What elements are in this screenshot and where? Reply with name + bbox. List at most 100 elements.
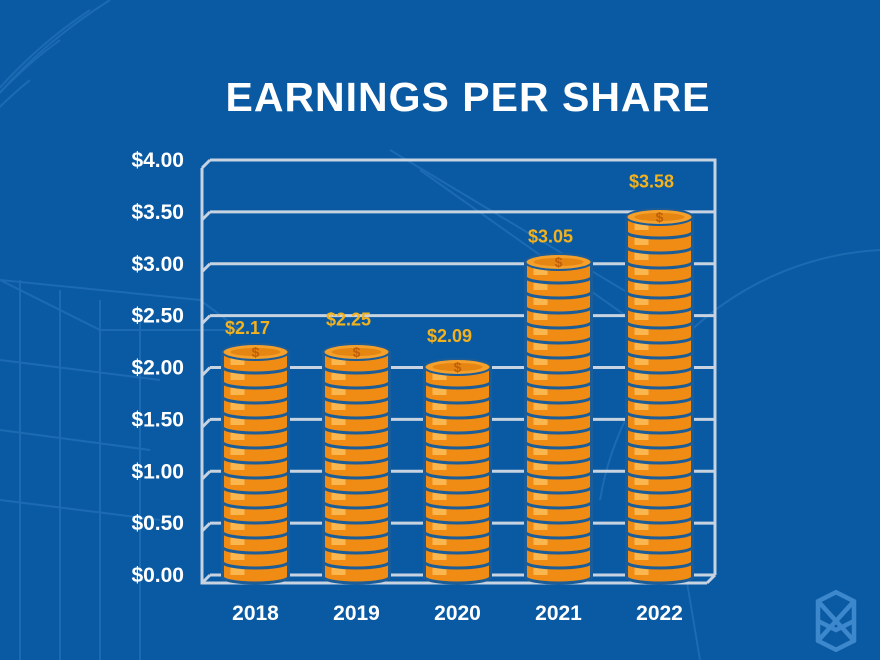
- bar-2021: $: [524, 253, 593, 585]
- coin-shine: [432, 444, 447, 455]
- coin-shine: [331, 429, 346, 440]
- coin-shine: [533, 444, 548, 455]
- coin-shine: [634, 444, 649, 455]
- coin-shine: [230, 534, 245, 545]
- coin-shine: [533, 384, 548, 395]
- data-label: $2.17: [225, 318, 270, 338]
- coin-top-inset: [230, 348, 281, 356]
- y-tick-label: $2.50: [131, 305, 184, 328]
- coin-shine: [331, 504, 346, 515]
- gridline-side: [200, 210, 212, 221]
- coin-shine: [331, 564, 346, 575]
- coin-shine: [331, 414, 346, 425]
- coin-shine: [230, 474, 245, 485]
- coin-top-inset: [634, 213, 685, 221]
- coin-shine: [634, 339, 649, 350]
- coin-shine: [432, 459, 447, 470]
- coin-shine: [432, 414, 447, 425]
- coin-shine: [533, 294, 548, 305]
- coin-shine: [331, 474, 346, 485]
- coin-shine: [230, 429, 245, 440]
- coin-shine: [230, 549, 245, 560]
- coin-shine: [533, 489, 548, 500]
- coin-shine: [634, 564, 649, 575]
- coin-shine: [230, 369, 245, 380]
- y-tick-label: $1.00: [131, 460, 184, 483]
- coin-shine: [634, 549, 649, 560]
- coin-shine: [432, 549, 447, 560]
- coin-shine: [432, 504, 447, 515]
- coin-shine: [533, 324, 548, 335]
- coin-shine: [533, 279, 548, 290]
- y-tick-label: $1.50: [131, 408, 184, 431]
- coin-shine: [230, 519, 245, 530]
- coin-shine: [230, 444, 245, 455]
- coin-shine: [533, 504, 548, 515]
- coin-shine: [634, 534, 649, 545]
- x-tick-label: 2019: [333, 602, 380, 625]
- chart-title: EARNINGS PER SHARE: [225, 74, 711, 120]
- coin-shine: [634, 504, 649, 515]
- coin-shine: [634, 369, 649, 380]
- coin-shine: [230, 504, 245, 515]
- coin-shine: [533, 399, 548, 410]
- coin-shine: [432, 489, 447, 500]
- y-tick-label: $0.50: [131, 512, 184, 535]
- dollar-sign-icon: $: [353, 344, 361, 360]
- y-tick-label: $4.00: [131, 149, 184, 172]
- coin-shine: [230, 384, 245, 395]
- dollar-sign-icon: $: [454, 359, 462, 375]
- coin-shine: [230, 564, 245, 575]
- coin-shine: [533, 414, 548, 425]
- bar-2019: $: [322, 343, 391, 585]
- coin-shine: [634, 429, 649, 440]
- gridline-side: [200, 158, 212, 170]
- gridline-side: [200, 314, 212, 325]
- dollar-sign-icon: $: [555, 254, 563, 270]
- gridline-side: [200, 366, 212, 377]
- coin-shine: [634, 309, 649, 320]
- coin-shine: [634, 324, 649, 335]
- coin-shine: [634, 519, 649, 530]
- coin-shine: [432, 519, 447, 530]
- x-tick-label: 2018: [232, 602, 279, 625]
- gridline-side: [200, 522, 212, 533]
- coin-shine: [533, 474, 548, 485]
- data-label: $3.05: [528, 227, 573, 247]
- coin-top-inset: [533, 258, 584, 266]
- x-tick-label: 2022: [636, 602, 683, 625]
- coin-shine: [533, 549, 548, 560]
- bars: $ $ $ $ $: [221, 208, 694, 585]
- coin-shine: [634, 264, 649, 275]
- bar-2018: $: [221, 343, 290, 585]
- coin-shine: [634, 459, 649, 470]
- gridline-side: [200, 262, 212, 273]
- coin-shine: [432, 429, 447, 440]
- coin-shine: [331, 549, 346, 560]
- coin-top-inset: [432, 363, 483, 371]
- y-axis-labels: $0.00 $0.50 $1.00 $1.50 $2.00 $2.50 $3.00 $3.50…: [131, 149, 184, 587]
- coin-shine: [634, 279, 649, 290]
- coin-shine: [634, 294, 649, 305]
- coin-shine: [533, 339, 548, 350]
- coin-shine: [634, 399, 649, 410]
- x-axis-labels: 2018 2019 2020 2021 2022: [232, 602, 683, 625]
- coin-shine: [533, 369, 548, 380]
- coin-shine: [634, 414, 649, 425]
- coin-shine: [533, 564, 548, 575]
- coin-shine: [230, 399, 245, 410]
- knot-logo-icon: [815, 589, 857, 653]
- x-tick-label: 2021: [535, 602, 582, 625]
- coin-shine: [634, 489, 649, 500]
- coin-shine: [634, 354, 649, 365]
- coin-top-inset: [331, 348, 382, 356]
- dollar-sign-icon: $: [252, 344, 260, 360]
- data-label: $2.09: [427, 326, 472, 346]
- coin-shine: [432, 399, 447, 410]
- coin-shine: [331, 534, 346, 545]
- x-tick-label: 2020: [434, 602, 481, 625]
- coin-shine: [331, 399, 346, 410]
- coin-shine: [533, 309, 548, 320]
- gridline-side: [200, 573, 212, 585]
